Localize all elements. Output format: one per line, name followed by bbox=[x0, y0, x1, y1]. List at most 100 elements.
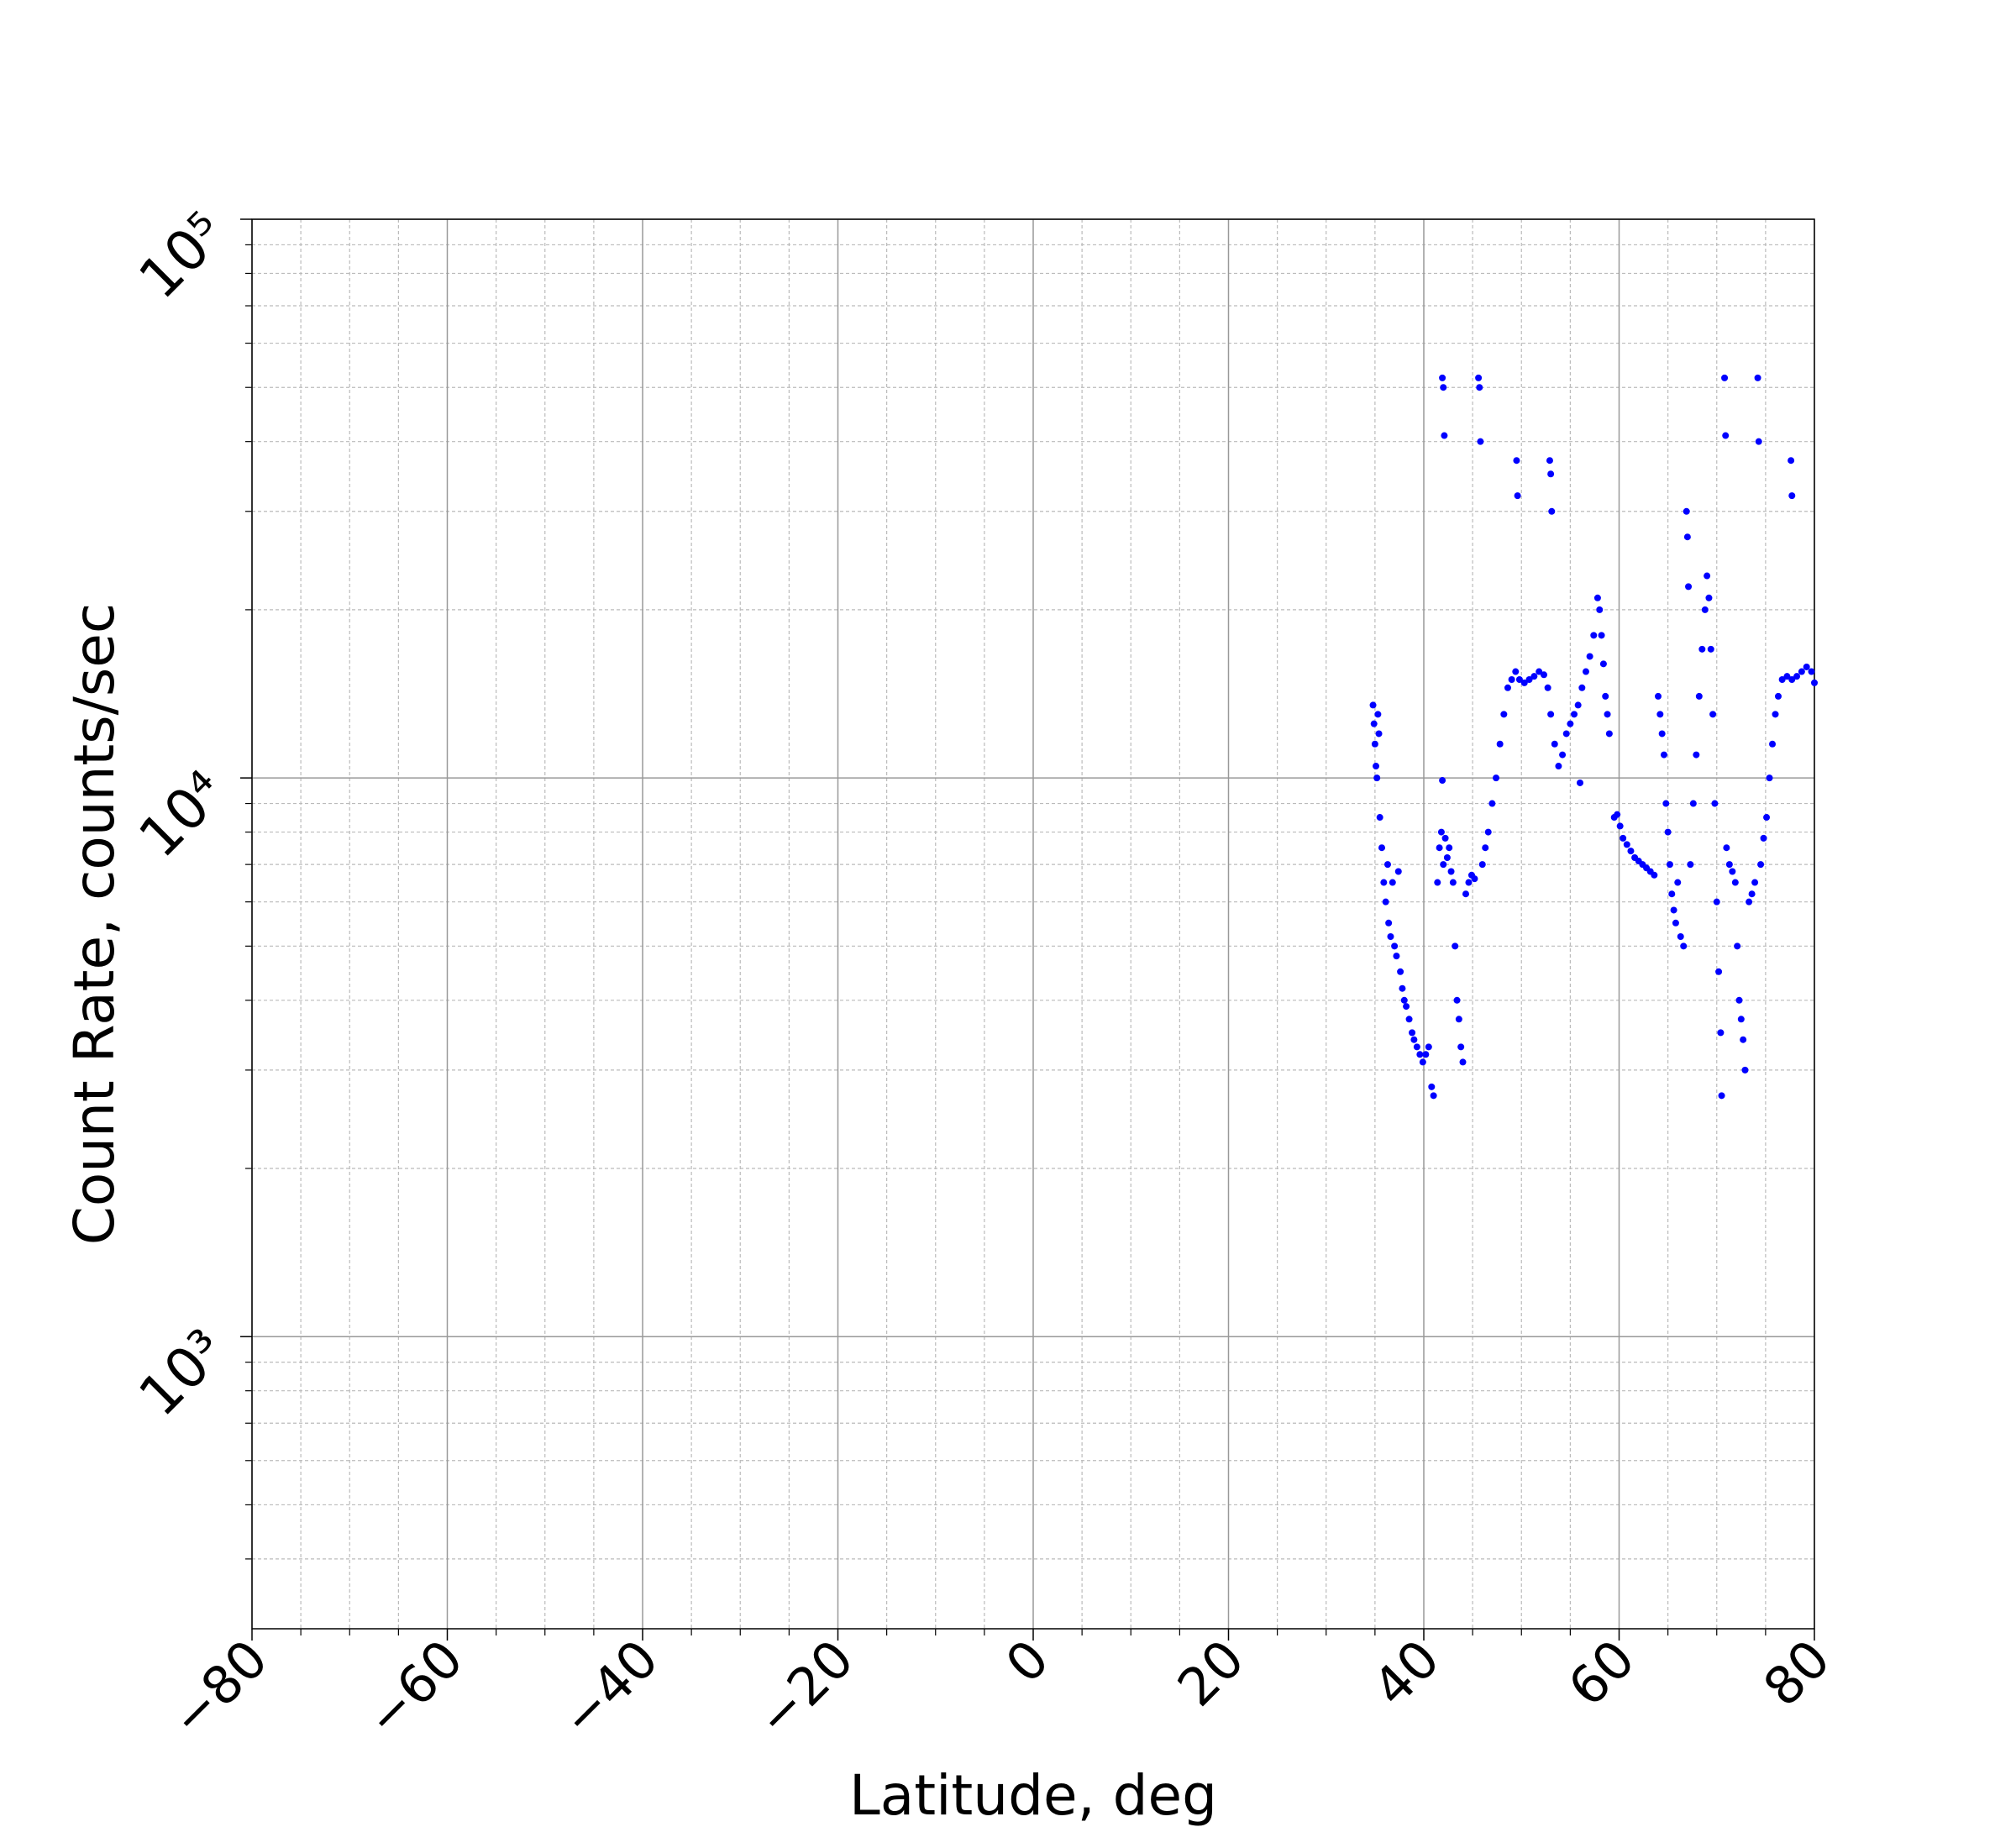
point bbox=[1403, 1003, 1410, 1011]
point bbox=[1544, 684, 1551, 691]
point bbox=[1655, 692, 1662, 700]
point bbox=[1443, 854, 1451, 862]
point bbox=[1680, 942, 1688, 950]
point bbox=[1439, 374, 1446, 381]
point bbox=[1393, 953, 1400, 960]
point bbox=[1737, 1016, 1745, 1023]
point bbox=[1748, 890, 1756, 898]
point bbox=[1766, 774, 1773, 782]
point bbox=[1715, 968, 1723, 975]
point bbox=[1409, 1029, 1416, 1037]
point bbox=[1394, 868, 1402, 875]
point bbox=[1508, 675, 1515, 683]
point bbox=[1513, 457, 1520, 465]
point bbox=[1430, 1092, 1437, 1100]
point bbox=[1763, 814, 1771, 822]
point bbox=[1662, 800, 1670, 807]
point bbox=[1441, 432, 1448, 439]
point bbox=[1504, 684, 1511, 691]
point bbox=[1515, 675, 1523, 683]
point bbox=[1623, 841, 1630, 848]
point bbox=[1717, 1029, 1725, 1037]
point bbox=[1769, 740, 1777, 748]
point bbox=[1803, 663, 1810, 670]
point bbox=[1512, 668, 1520, 675]
point bbox=[1704, 572, 1711, 580]
point bbox=[1604, 711, 1611, 718]
point bbox=[1548, 507, 1556, 515]
point bbox=[1376, 814, 1383, 822]
point bbox=[1389, 879, 1396, 886]
point bbox=[1574, 701, 1582, 709]
point bbox=[1455, 1016, 1462, 1023]
point bbox=[1439, 777, 1446, 785]
point bbox=[1374, 711, 1382, 718]
point bbox=[1482, 844, 1489, 852]
point bbox=[1788, 675, 1796, 683]
point bbox=[1735, 996, 1743, 1004]
point bbox=[1778, 675, 1786, 683]
point bbox=[1590, 632, 1598, 639]
point bbox=[1599, 660, 1607, 668]
plot-frame bbox=[251, 218, 1815, 1630]
point bbox=[1547, 470, 1555, 478]
point bbox=[1602, 692, 1609, 700]
point bbox=[1693, 751, 1700, 759]
point bbox=[1400, 996, 1408, 1004]
point bbox=[1484, 828, 1492, 836]
point bbox=[1741, 1066, 1749, 1074]
point bbox=[1449, 879, 1457, 886]
point bbox=[1410, 1036, 1418, 1043]
point bbox=[1405, 1016, 1413, 1023]
point bbox=[1371, 740, 1378, 748]
point bbox=[1525, 675, 1533, 683]
point bbox=[1656, 711, 1664, 718]
point bbox=[1658, 730, 1666, 738]
point bbox=[1783, 673, 1791, 680]
point bbox=[1416, 1051, 1424, 1058]
point bbox=[1373, 774, 1381, 782]
point bbox=[1683, 533, 1691, 541]
point bbox=[1711, 800, 1719, 807]
point bbox=[1586, 653, 1593, 660]
point bbox=[1687, 861, 1694, 869]
point bbox=[1731, 879, 1739, 886]
point bbox=[1723, 844, 1730, 852]
point bbox=[1695, 692, 1703, 700]
point bbox=[1798, 668, 1805, 675]
point bbox=[1436, 844, 1443, 852]
point bbox=[1689, 800, 1697, 807]
point bbox=[1520, 679, 1528, 686]
point bbox=[1705, 594, 1713, 601]
point bbox=[1793, 673, 1801, 680]
point bbox=[1369, 701, 1377, 709]
point bbox=[1685, 583, 1693, 591]
point bbox=[1530, 673, 1538, 680]
point bbox=[1555, 763, 1562, 770]
point bbox=[1378, 844, 1386, 852]
point bbox=[1385, 919, 1393, 927]
point bbox=[1459, 1058, 1467, 1066]
point bbox=[1757, 861, 1765, 869]
point bbox=[1788, 492, 1796, 500]
point bbox=[1437, 828, 1445, 836]
point bbox=[1672, 919, 1679, 927]
point bbox=[1477, 438, 1484, 445]
point bbox=[1457, 1043, 1465, 1051]
point bbox=[1559, 751, 1567, 759]
point bbox=[1500, 711, 1508, 718]
point bbox=[1772, 711, 1779, 718]
point bbox=[1707, 645, 1714, 653]
point bbox=[1387, 933, 1394, 941]
point bbox=[1754, 374, 1761, 381]
point bbox=[1446, 844, 1453, 852]
point bbox=[1577, 779, 1583, 786]
point bbox=[1567, 720, 1574, 727]
point bbox=[1493, 774, 1500, 782]
point bbox=[1698, 645, 1706, 653]
point bbox=[1734, 942, 1741, 950]
point bbox=[1713, 898, 1720, 906]
point bbox=[1660, 751, 1667, 759]
point bbox=[1514, 492, 1521, 500]
point bbox=[1616, 822, 1624, 830]
